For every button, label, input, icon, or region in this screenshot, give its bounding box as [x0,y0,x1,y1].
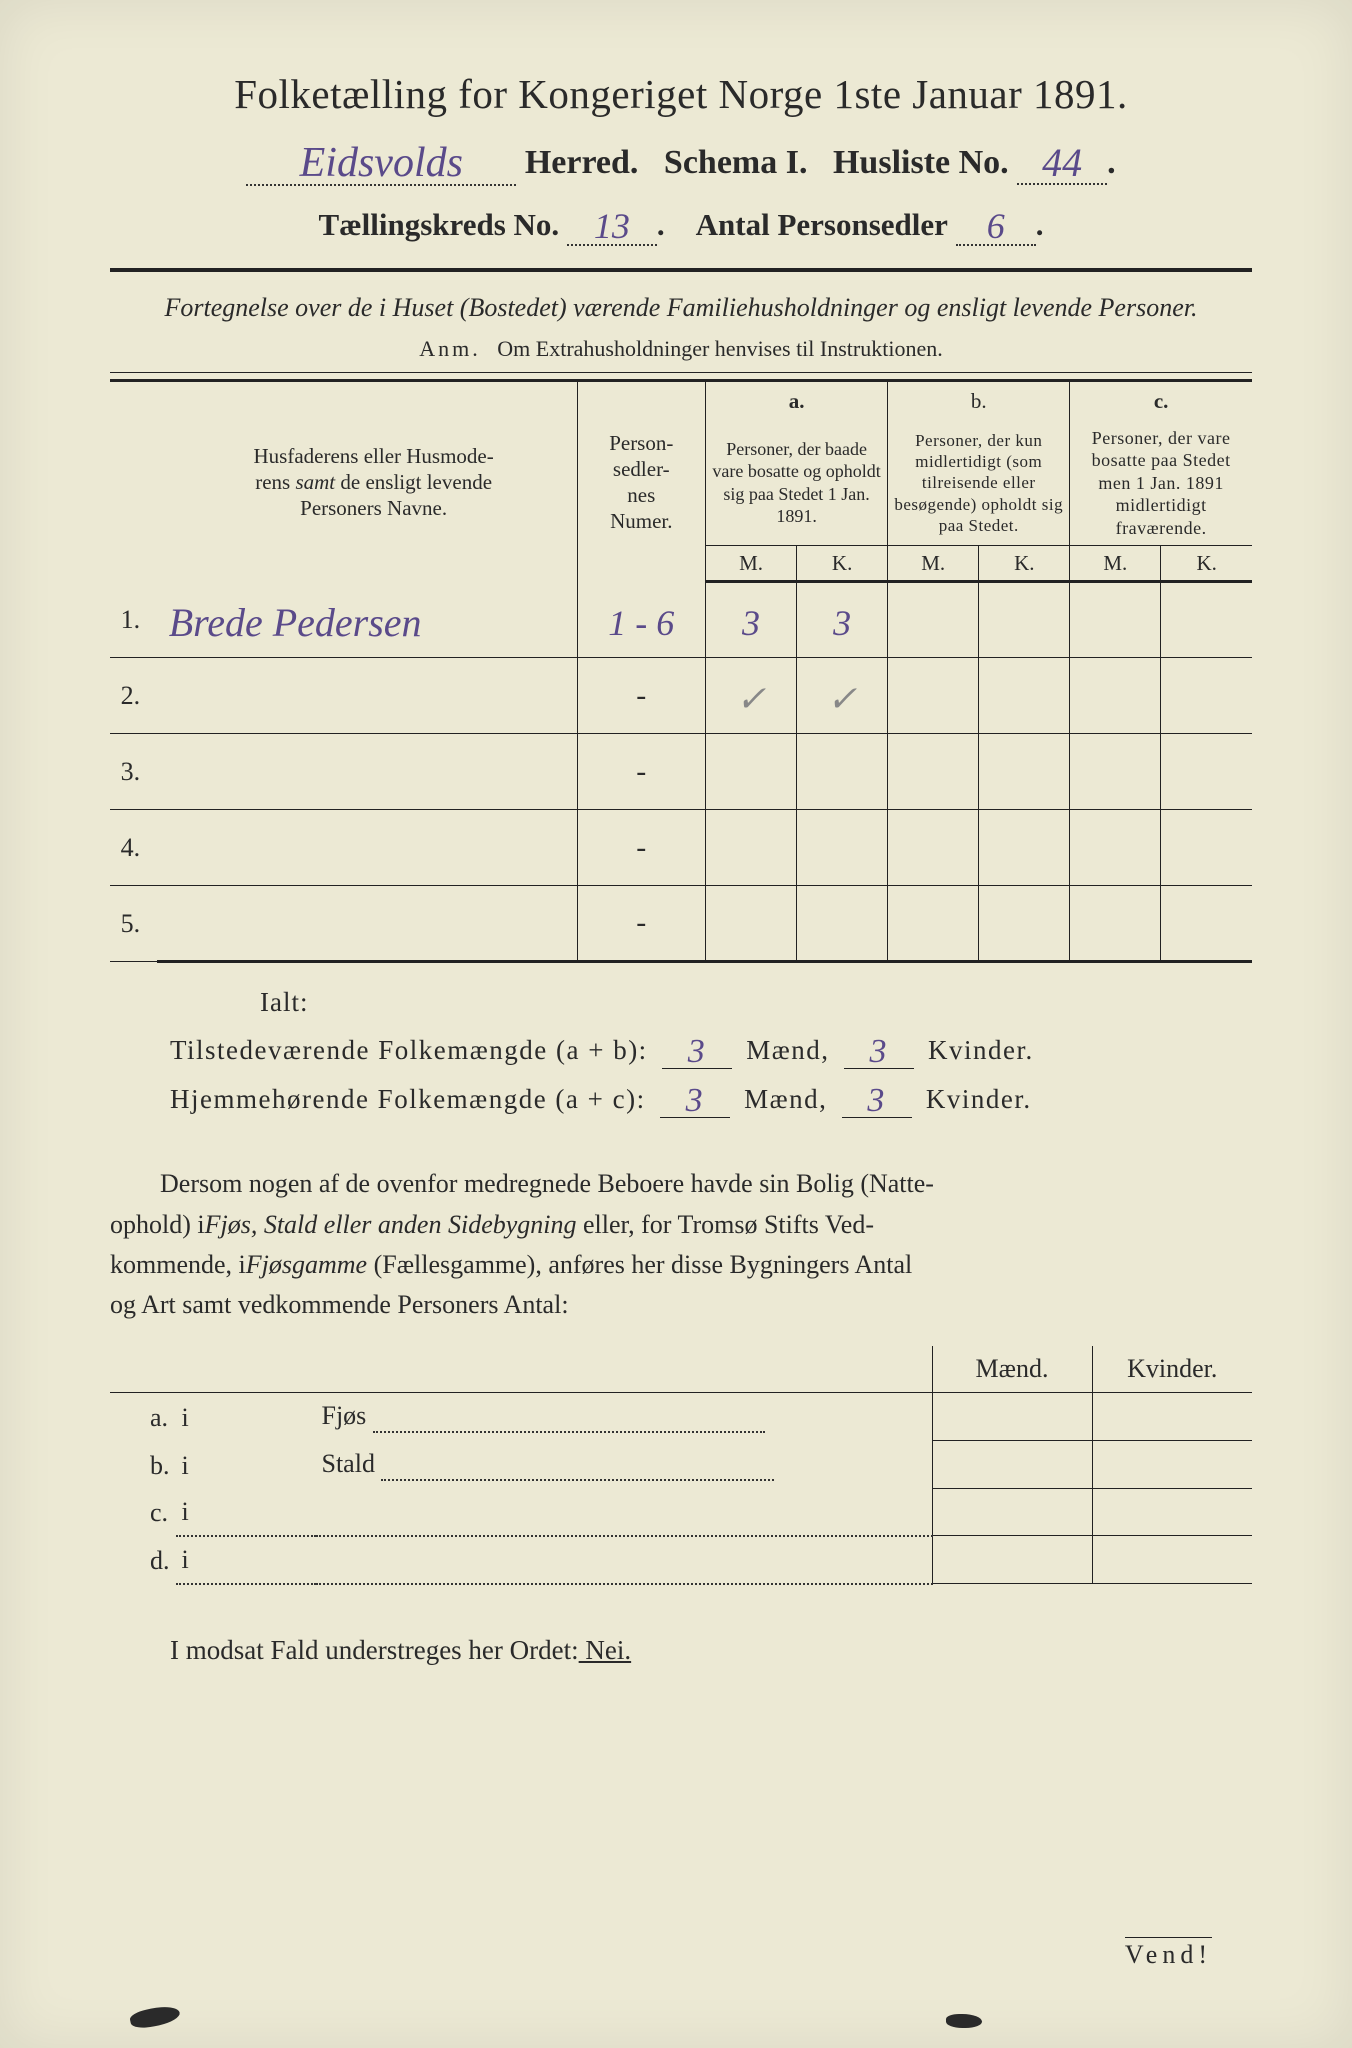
table-row: 2. - ✓ ✓ [110,658,1252,734]
mk-header: M. [1070,546,1161,582]
row-num: 1 - 6 [608,602,674,644]
subtitle: Fortegnelse over de i Huset (Bostedet) v… [110,290,1252,326]
table-row: 4. - [110,810,1252,886]
mk-header: K. [1161,546,1252,582]
side-row: d. i [110,1536,1252,1584]
kreds-label: Tællingskreds No. [319,207,560,242]
personsedler-value: 6 [987,205,1005,247]
sum1-m: 3 [688,1033,707,1071]
divider [110,372,1252,373]
cell-a-k: 3 [833,602,851,644]
mk-header: M. [888,546,979,582]
col-name-header: Husfaderens eller Husmode- rens samt de … [157,381,577,582]
row-name: Brede Pedersen [169,599,422,646]
row-num: - [636,755,646,788]
row-index: 5. [110,886,157,962]
cell-a-m: ✓ [736,678,766,720]
mk-header: M. [706,546,797,582]
mk-header: K. [979,546,1070,582]
col-num-header: Person- sedler- nes Numer. [577,381,705,582]
col-a-text: Personer, der baade vare bosatte og opho… [706,421,888,546]
sum1-k: 3 [869,1033,888,1071]
husliste-label: Husliste No. [833,144,1009,181]
anm-text: Om Extrahusholdninger henvises til Instr… [497,336,942,361]
personsedler-label: Antal Personsedler [696,207,948,242]
col-c-text: Personer, der vare bosatte paa Stedet me… [1070,421,1252,546]
nei-underlined: Nei. [579,1635,631,1665]
side-row: a. i Fjøs [110,1392,1252,1441]
herred-label: Herred. [525,144,639,181]
cell-a-k: ✓ [827,678,857,720]
side-row: c. i [110,1489,1252,1536]
ink-smudge [946,2014,982,2028]
side-table: Mænd. Kvinder. a. i Fjøs b. i Stald c. i… [110,1346,1252,1585]
row-num: - [636,831,646,864]
sum2-m: 3 [686,1082,705,1120]
table-row: 1. Brede Pedersen 1 - 6 3 3 [110,582,1252,658]
col-b-text: Personer, der kun midlertidigt (som tilr… [888,421,1070,546]
cell-a-m: 3 [742,602,760,644]
anm-prefix: Anm. [419,336,481,361]
schema-label: Schema I. [664,144,808,181]
row-index: 2. [110,658,157,734]
side-row: b. i Stald [110,1441,1252,1489]
herred-value: Eidsvolds [300,139,463,187]
summary-line-2: Hjemmehørende Folkemængde (a + c): 3 Mæn… [170,1079,1252,1118]
row-index: 1. [110,582,157,658]
ialt-label: Ialt: [260,987,1252,1018]
husliste-value: 44 [1042,139,1082,186]
divider [110,268,1252,272]
mk-header: K. [797,546,888,582]
annotation-line: Anm. Om Extrahusholdninger henvises til … [110,336,1252,362]
side-kvinder-header: Kvinder. [1092,1346,1252,1393]
table-row: 5. - [110,886,1252,962]
table-row: 3. - [110,734,1252,810]
side-maend-header: Mænd. [932,1346,1092,1393]
sum2-k: 3 [867,1082,886,1120]
row-index: 3. [110,734,157,810]
col-c-label: c. [1070,381,1252,421]
row-num: - [636,679,646,712]
kreds-value: 13 [594,205,630,247]
row-index: 4. [110,810,157,886]
header-line-2: Eidsvolds Herred. Schema I. Husliste No.… [110,136,1252,186]
header-line-3: Tællingskreds No. 13. Antal Personsedler… [110,202,1252,246]
page-title: Folketælling for Kongeriget Norge 1ste J… [110,70,1252,118]
ink-smudge [129,2003,182,2031]
col-b-label: b. [888,381,1070,421]
col-a-label: a. [706,381,888,421]
row-num: - [636,906,646,939]
final-line: I modsat Fald understreges her Ordet: Ne… [170,1635,1252,1666]
document-page: Folketælling for Kongeriget Norge 1ste J… [0,0,1352,2048]
main-table: Husfaderens eller Husmode- rens samt de … [110,379,1252,963]
summary-line-1: Tilstedeværende Folkemængde (a + b): 3 M… [170,1030,1252,1069]
vend-label: Vend! [1125,1937,1212,1970]
instruction-paragraph: Dersom nogen af de ovenfor medregnede Be… [110,1164,1252,1325]
